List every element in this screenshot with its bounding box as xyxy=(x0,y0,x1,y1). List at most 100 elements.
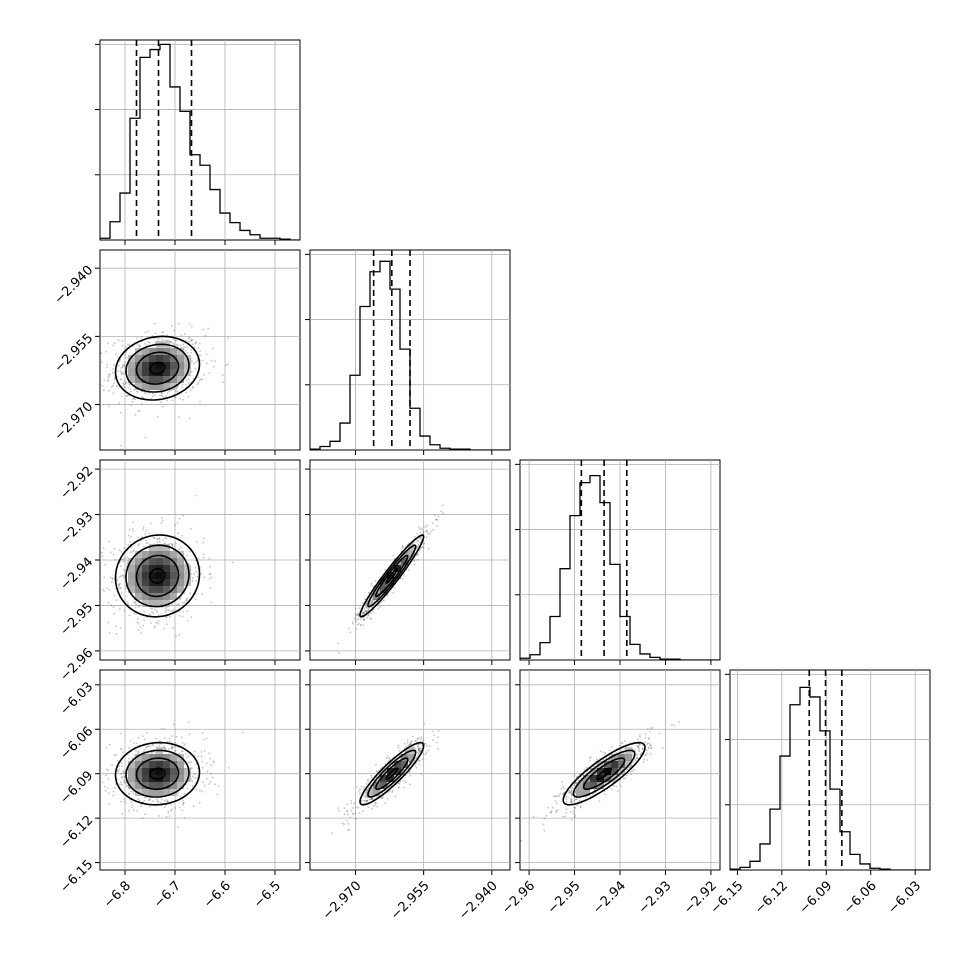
sample-point xyxy=(570,793,573,795)
sample-point xyxy=(413,541,416,543)
sample-point xyxy=(375,770,378,773)
sample-point xyxy=(143,619,146,622)
sample-point xyxy=(638,750,641,753)
density-cell xyxy=(128,572,135,579)
sample-point xyxy=(608,758,611,761)
sample-point xyxy=(434,514,437,516)
sample-point xyxy=(170,803,173,806)
density-cell xyxy=(142,572,149,579)
sample-point xyxy=(125,346,127,349)
panel-frame xyxy=(99,249,301,451)
sample-point xyxy=(570,800,573,803)
sample-point xyxy=(618,775,621,778)
sample-point xyxy=(426,529,428,532)
sample-point xyxy=(573,816,576,818)
sample-point xyxy=(379,606,381,609)
sample-point xyxy=(437,515,440,518)
sample-point xyxy=(357,622,360,625)
sample-point xyxy=(156,800,159,802)
sample-point xyxy=(184,563,187,565)
sample-point xyxy=(174,745,177,748)
y-tick-label-p3-4: −6.03 xyxy=(58,680,97,719)
density-cell xyxy=(156,782,163,789)
sample-point xyxy=(570,799,573,802)
sample-point xyxy=(144,532,147,535)
sample-point xyxy=(200,573,203,575)
sample-point xyxy=(610,746,613,748)
sample-point xyxy=(418,763,421,766)
sample-point xyxy=(354,620,357,623)
sample-point xyxy=(104,789,107,792)
density-cell xyxy=(170,369,177,376)
sample-point xyxy=(158,815,161,817)
sample-point xyxy=(191,576,194,579)
sample-point xyxy=(151,744,154,746)
contour-level-3 xyxy=(114,741,201,806)
sample-point xyxy=(190,340,193,342)
density-cell xyxy=(142,369,149,376)
sample-point xyxy=(121,365,124,368)
density-cell xyxy=(149,586,156,593)
sample-point xyxy=(190,340,193,342)
sample-point xyxy=(127,543,130,546)
sample-point xyxy=(156,415,159,418)
sample-point xyxy=(368,798,371,801)
sample-point xyxy=(633,758,636,760)
sample-point xyxy=(428,532,431,535)
sample-point xyxy=(102,547,105,550)
sample-point xyxy=(627,768,629,770)
sample-point xyxy=(128,614,131,617)
sample-point xyxy=(166,609,169,611)
density-cell xyxy=(170,761,177,768)
sample-point xyxy=(431,730,434,733)
sample-point xyxy=(195,570,198,573)
sample-point xyxy=(92,585,94,587)
sample-point xyxy=(673,724,675,727)
sample-point xyxy=(148,745,150,748)
sample-point xyxy=(108,373,111,375)
sample-point xyxy=(141,403,144,405)
sample-point xyxy=(384,569,386,571)
panel-3-1: −2.970 −2.955 −2.940 xyxy=(305,669,511,923)
sample-point xyxy=(202,541,205,544)
sample-point xyxy=(103,576,106,578)
y-tick-label-p2-2: −2.94 xyxy=(58,555,97,594)
sample-point xyxy=(419,748,421,750)
sample-point xyxy=(120,575,122,577)
sample-point xyxy=(187,337,190,340)
sample-point xyxy=(118,768,121,771)
sample-point xyxy=(161,395,164,397)
sample-point xyxy=(186,788,189,790)
density-cell xyxy=(590,768,597,775)
sample-point xyxy=(362,612,365,615)
sample-point xyxy=(172,723,175,726)
y-tick-label-p2-0: −2.96 xyxy=(58,646,97,685)
sample-point xyxy=(589,759,591,762)
sample-point xyxy=(402,545,404,548)
sample-point xyxy=(160,392,163,394)
sample-point xyxy=(370,798,373,801)
sample-point xyxy=(138,345,140,347)
sample-point xyxy=(347,627,350,630)
sample-point xyxy=(647,747,650,749)
sample-point xyxy=(124,782,127,785)
sample-point xyxy=(182,398,184,401)
sample-point xyxy=(636,745,638,747)
sample-point xyxy=(133,612,136,615)
density-cell xyxy=(135,754,142,761)
density-cell xyxy=(163,362,170,369)
sample-point xyxy=(359,624,362,627)
sample-point xyxy=(137,736,140,739)
sample-point xyxy=(158,337,161,340)
sample-point xyxy=(192,805,195,808)
sample-point xyxy=(125,785,128,787)
sample-point xyxy=(178,548,181,551)
sample-point xyxy=(134,600,137,603)
sample-point xyxy=(126,563,128,566)
sample-point xyxy=(131,527,134,530)
density-cell xyxy=(163,355,170,362)
sample-point xyxy=(366,616,369,619)
sample-point xyxy=(365,609,367,612)
sample-point xyxy=(209,572,212,575)
sample-point xyxy=(423,542,426,545)
